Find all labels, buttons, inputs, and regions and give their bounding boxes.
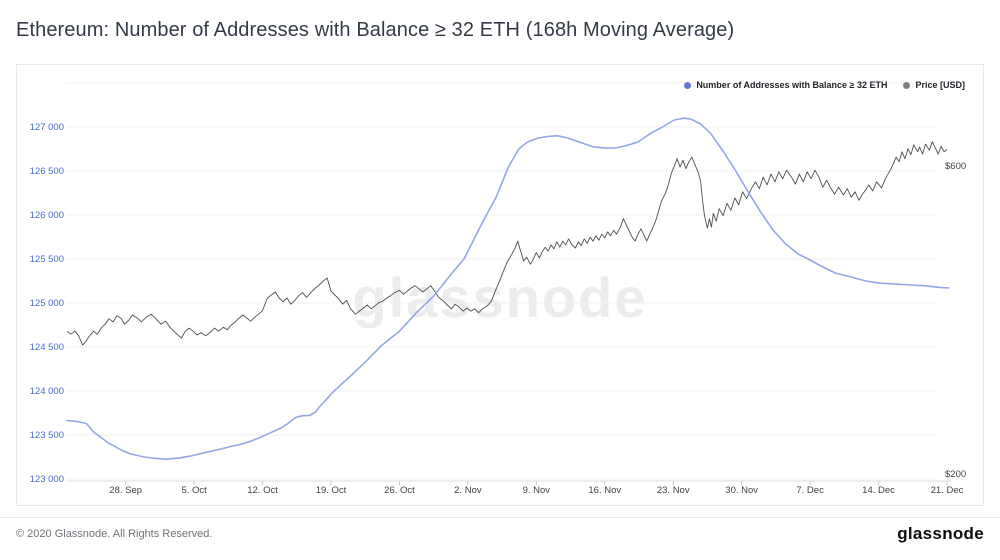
chart-plot-area[interactable]: 123 000 123 500 124 000 124 500 125 000 125 5… bbox=[17, 65, 983, 505]
svg-text:7. Dec: 7. Dec bbox=[796, 485, 824, 496]
glassnode-watermark: glassnode bbox=[352, 266, 648, 329]
svg-text:124 500: 124 500 bbox=[30, 342, 64, 353]
svg-text:21. Dec: 21. Dec bbox=[931, 485, 964, 496]
svg-text:14. Dec: 14. Dec bbox=[862, 485, 895, 496]
legend-label-addresses: Number of Addresses with Balance ≥ 32 ET… bbox=[696, 80, 888, 90]
price-line bbox=[66, 141, 948, 346]
svg-text:19. Oct: 19. Oct bbox=[316, 485, 347, 496]
x-axis: 28. Sep 5. Oct 12. Oct 19. Oct 26. Oct 2. Nov… bbox=[67, 480, 964, 496]
page-title: Ethereum: Number of Addresses with Balan… bbox=[16, 19, 735, 41]
gridlines bbox=[67, 82, 937, 480]
legend-item-addresses[interactable]: Number of Addresses with Balance ≥ 32 ET… bbox=[684, 80, 887, 90]
svg-text:28. Sep: 28. Sep bbox=[109, 485, 142, 496]
legend-label-price: Price [USD] bbox=[915, 80, 965, 90]
svg-text:2. Nov: 2. Nov bbox=[454, 485, 482, 496]
addresses-line bbox=[66, 117, 950, 460]
svg-text:9. Nov: 9. Nov bbox=[523, 485, 551, 496]
svg-text:123 000: 123 000 bbox=[30, 474, 64, 485]
svg-text:$200: $200 bbox=[945, 469, 966, 480]
svg-text:125 500: 125 500 bbox=[30, 254, 64, 265]
svg-text:12. Oct: 12. Oct bbox=[247, 485, 278, 496]
legend-marker-price-icon bbox=[903, 81, 911, 89]
legend-item-price[interactable]: Price [USD] bbox=[903, 80, 965, 90]
svg-text:5. Oct: 5. Oct bbox=[181, 485, 207, 496]
svg-text:30. Nov: 30. Nov bbox=[725, 485, 758, 496]
glassnode-logo[interactable]: glassnode bbox=[897, 524, 984, 543]
chart-card: glassnode 123 000 123 500 124 000 124 500 12… bbox=[16, 64, 984, 506]
y-axis-right: $200 $600 bbox=[945, 161, 966, 480]
y-axis-left: 123 000 123 500 124 000 124 500 125 000 125 5… bbox=[30, 122, 64, 485]
svg-text:123 500: 123 500 bbox=[30, 430, 64, 441]
svg-text:23. Nov: 23. Nov bbox=[657, 485, 690, 496]
svg-text:16. Nov: 16. Nov bbox=[588, 485, 621, 496]
svg-text:125 000: 125 000 bbox=[30, 298, 64, 309]
chart-legend: Number of Addresses with Balance ≥ 32 ET… bbox=[684, 80, 965, 90]
page-footer: © 2020 Glassnode. All Rights Reserved. g… bbox=[0, 517, 1000, 560]
svg-text:26. Oct: 26. Oct bbox=[384, 485, 415, 496]
copyright-text: © 2020 Glassnode. All Rights Reserved. bbox=[16, 528, 213, 540]
svg-text:126 000: 126 000 bbox=[30, 210, 64, 221]
svg-text:126 500: 126 500 bbox=[30, 166, 64, 177]
legend-marker-addresses-icon bbox=[684, 81, 692, 89]
svg-text:124 000: 124 000 bbox=[30, 386, 64, 397]
svg-text:$600: $600 bbox=[945, 161, 966, 172]
svg-text:127 000: 127 000 bbox=[30, 122, 64, 133]
